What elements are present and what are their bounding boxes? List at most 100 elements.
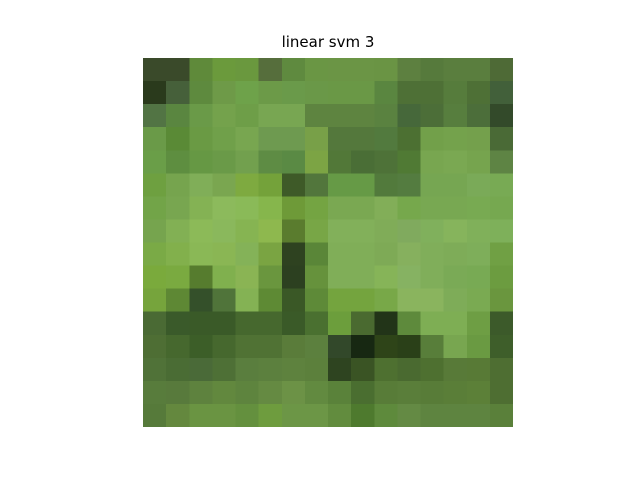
- pixel-cell: [443, 173, 468, 197]
- pixel-cell: [304, 288, 329, 313]
- pixel-cell: [466, 334, 491, 359]
- pixel-cell: [304, 311, 329, 336]
- pixel-cell: [397, 58, 422, 82]
- pixel-cell: [281, 127, 306, 151]
- pixel-cell: [304, 104, 329, 128]
- pixel-cell: [489, 58, 513, 82]
- pixel-cell: [235, 334, 260, 359]
- pixel-cell: [466, 288, 491, 313]
- pixel-cell: [420, 196, 445, 221]
- pixel-cell: [143, 288, 167, 313]
- pixel-cell: [489, 288, 513, 313]
- pixel-cell: [420, 334, 445, 359]
- pixel-cell: [258, 104, 283, 128]
- pixel-cell: [466, 81, 491, 105]
- pixel-cell: [166, 334, 190, 359]
- pixel-cell: [328, 58, 352, 82]
- pixel-cell: [466, 357, 491, 382]
- pixel-cell: [281, 403, 306, 427]
- pixel-cell: [212, 81, 237, 105]
- pixel-cell: [420, 219, 445, 244]
- pixel-cell: [212, 196, 237, 221]
- pixel-cell: [235, 104, 260, 128]
- pixel-cell: [489, 196, 513, 221]
- pixel-cell: [374, 380, 398, 405]
- pixel-cell: [489, 380, 513, 405]
- pixel-cell: [374, 242, 398, 267]
- pixel-cell: [212, 58, 237, 82]
- pixel-cell: [328, 288, 352, 313]
- pixel-cell: [351, 403, 375, 427]
- pixel-cell: [328, 104, 352, 128]
- pixel-cell: [420, 357, 445, 382]
- pixel-cell: [489, 150, 513, 174]
- pixel-cell: [258, 265, 283, 290]
- pixel-cell: [143, 219, 167, 244]
- pixel-cell: [443, 357, 468, 382]
- pixel-cell: [189, 173, 213, 197]
- pixel-cell: [397, 288, 422, 313]
- pixel-cell: [212, 311, 237, 336]
- pixel-cell: [212, 334, 237, 359]
- pixel-cell: [281, 219, 306, 244]
- pixel-cell: [258, 173, 283, 197]
- pixel-cell: [466, 173, 491, 197]
- pixel-cell: [189, 127, 213, 151]
- pixel-cell: [328, 311, 352, 336]
- pixel-cell: [466, 265, 491, 290]
- pixel-cell: [166, 311, 190, 336]
- pixel-cell: [212, 173, 237, 197]
- pixel-cell: [212, 288, 237, 313]
- pixel-cell: [443, 242, 468, 267]
- pixel-cell: [374, 127, 398, 151]
- pixel-cell: [189, 81, 213, 105]
- pixel-cell: [397, 242, 422, 267]
- pixel-cell: [351, 357, 375, 382]
- pixel-cell: [351, 104, 375, 128]
- pixel-cell: [397, 357, 422, 382]
- pixel-cell: [328, 219, 352, 244]
- pixel-cell: [489, 357, 513, 382]
- pixel-cell: [420, 127, 445, 151]
- pixel-cell: [166, 196, 190, 221]
- pixel-cell: [443, 81, 468, 105]
- pixel-cell: [143, 127, 167, 151]
- pixel-cell: [189, 196, 213, 221]
- pixel-cell: [212, 357, 237, 382]
- pixel-cell: [143, 196, 167, 221]
- pixel-cell: [466, 104, 491, 128]
- pixel-cell: [397, 334, 422, 359]
- pixel-cell: [420, 380, 445, 405]
- pixel-cell: [374, 173, 398, 197]
- pixel-cell: [189, 357, 213, 382]
- pixel-cell: [166, 173, 190, 197]
- pixel-cell: [189, 104, 213, 128]
- pixel-cell: [328, 81, 352, 105]
- pixel-cell: [258, 311, 283, 336]
- pixel-cell: [235, 242, 260, 267]
- pixel-cell: [466, 311, 491, 336]
- pixel-cell: [189, 334, 213, 359]
- pixel-cell: [374, 357, 398, 382]
- pixel-cell: [443, 311, 468, 336]
- pixel-cell: [235, 265, 260, 290]
- pixel-cell: [397, 219, 422, 244]
- pixel-cell: [212, 127, 237, 151]
- pixel-cell: [466, 127, 491, 151]
- pixel-cell: [397, 104, 422, 128]
- pixel-cell: [489, 311, 513, 336]
- pixel-cell: [397, 311, 422, 336]
- pixel-cell: [443, 150, 468, 174]
- figure-title: linear svm 3: [281, 33, 375, 51]
- pixel-cell: [304, 173, 329, 197]
- pixel-cell: [143, 311, 167, 336]
- pixel-cell: [235, 311, 260, 336]
- pixel-cell: [281, 380, 306, 405]
- pixel-cell: [281, 357, 306, 382]
- pixel-cell: [258, 219, 283, 244]
- pixel-cell: [328, 196, 352, 221]
- pixel-cell: [351, 58, 375, 82]
- pixel-cell: [374, 196, 398, 221]
- pixel-cell: [189, 288, 213, 313]
- pixel-cell: [304, 380, 329, 405]
